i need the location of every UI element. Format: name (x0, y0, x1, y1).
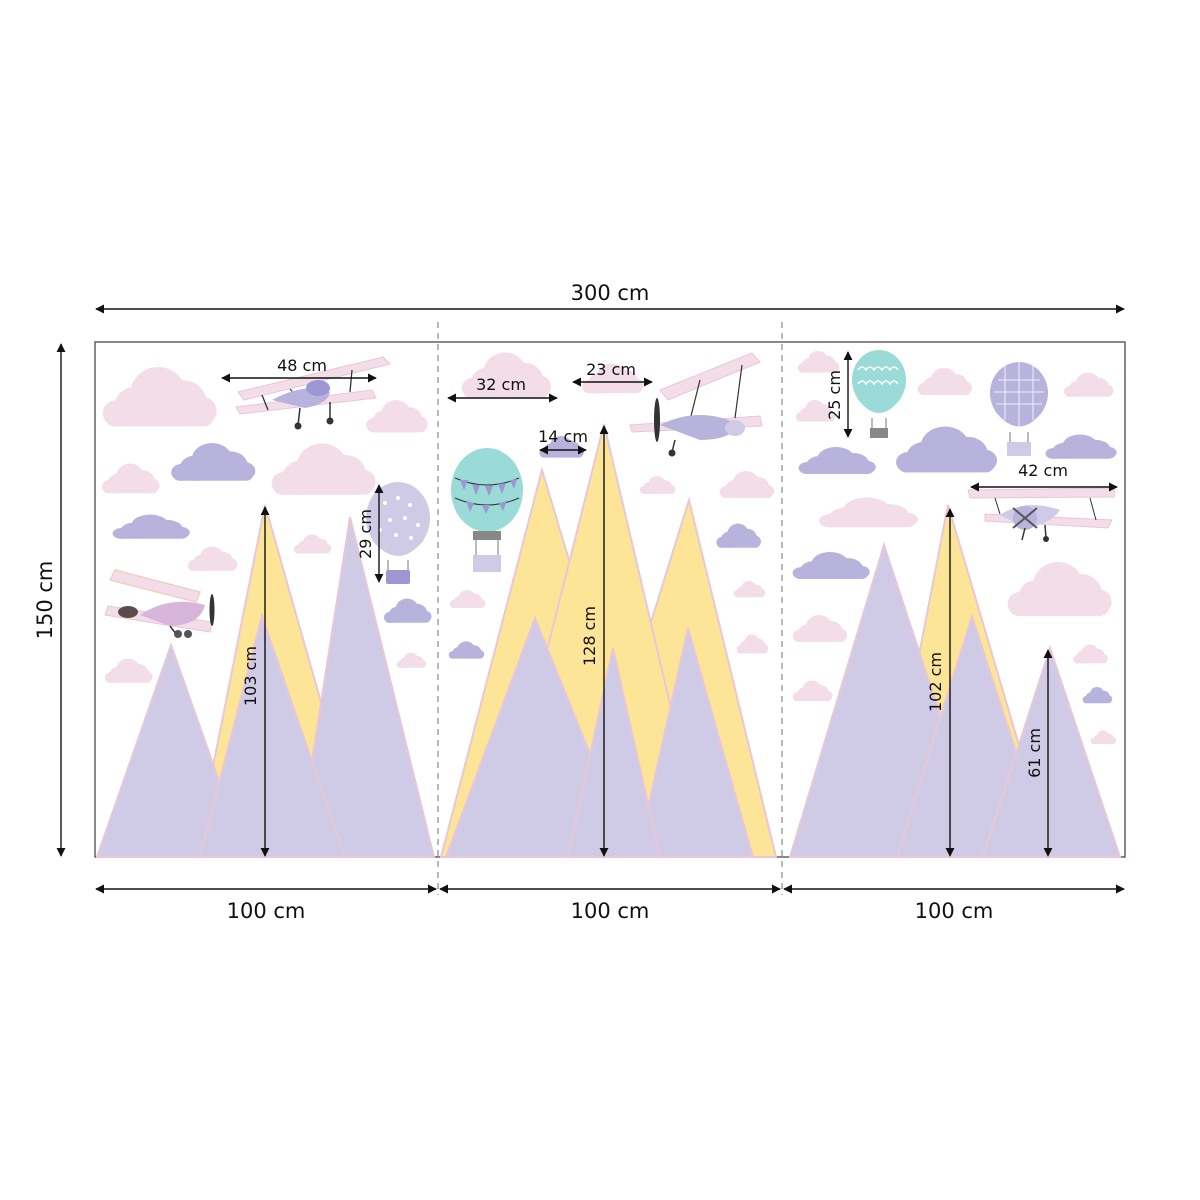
balloon-1-height-label: 29 cm (356, 509, 375, 559)
mountain-icon (95, 504, 436, 858)
cloud-width-label: 32 cm (476, 375, 526, 394)
plane-2-width-label: 23 cm (586, 360, 636, 379)
mountain-3-height-label: 102 cm (926, 652, 945, 712)
hot-air-balloon-icon (366, 482, 430, 584)
balloon-3-height-label: 25 cm (825, 370, 844, 420)
total-height-label: 150 cm (33, 561, 57, 640)
hot-air-balloon-icon (990, 362, 1048, 456)
hot-air-balloon-icon (451, 448, 523, 572)
mountain-2-height-label: 128 cm (580, 606, 599, 666)
mountain-1-height-label: 103 cm (241, 646, 260, 706)
airplane-icon (967, 487, 1116, 542)
airplane-icon (629, 352, 763, 457)
panel-1-width-label: 100 cm (227, 899, 306, 923)
airplane-icon (104, 569, 215, 638)
panel-3-scene (788, 350, 1122, 858)
panel-2-scene (439, 352, 778, 858)
panel-3-width-label: 100 cm (915, 899, 994, 923)
mountain-icon (439, 423, 778, 858)
small-cloud-width-label: 14 cm (538, 427, 588, 446)
panel-2-width-label: 100 cm (571, 899, 650, 923)
plane-3-width-label: 42 cm (1018, 461, 1068, 480)
hot-air-balloon-icon (852, 350, 906, 438)
total-width-label: 300 cm (571, 281, 650, 305)
mountain-4-height-label: 61 cm (1025, 728, 1044, 778)
plane-1-width-label: 48 cm (277, 356, 327, 375)
